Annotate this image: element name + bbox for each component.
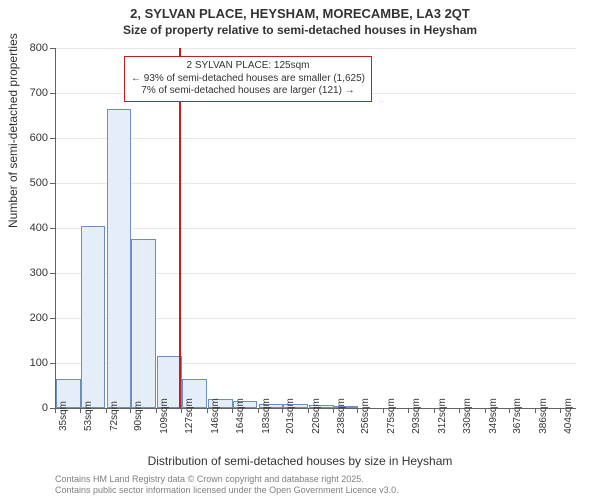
y-tick-label: 300 (0, 267, 48, 279)
x-tick-mark (535, 408, 536, 413)
x-tick-mark (258, 408, 259, 413)
y-tick-mark (50, 138, 55, 139)
x-tick-mark (459, 408, 460, 413)
x-tick-mark (80, 408, 81, 413)
footer-line: Contains public sector information licen… (55, 485, 399, 496)
chart-container: 2, SYLVAN PLACE, HEYSHAM, MORECAMBE, LA3… (0, 0, 600, 500)
gridline (56, 48, 576, 49)
y-tick-mark (50, 183, 55, 184)
x-tick-mark (207, 408, 208, 413)
x-tick-mark (282, 408, 283, 413)
histogram-bar (81, 226, 106, 408)
y-tick-mark (50, 318, 55, 319)
x-tick-mark (383, 408, 384, 413)
y-tick-label: 700 (0, 87, 48, 99)
callout-box: 2 SYLVAN PLACE: 125sqm ← 93% of semi-det… (124, 56, 372, 102)
y-tick-label: 600 (0, 132, 48, 144)
marker-line (179, 48, 181, 408)
callout-line: 2 SYLVAN PLACE: 125sqm (131, 60, 365, 73)
y-tick-mark (50, 93, 55, 94)
y-tick-label: 500 (0, 177, 48, 189)
x-tick-mark (232, 408, 233, 413)
x-tick-mark (434, 408, 435, 413)
y-tick-label: 800 (0, 42, 48, 54)
callout-line: 7% of semi-detached houses are larger (1… (131, 85, 365, 98)
y-tick-mark (50, 48, 55, 49)
x-tick-mark (357, 408, 358, 413)
footer-line: Contains HM Land Registry data © Crown c… (55, 474, 399, 485)
callout-line: ← 93% of semi-detached houses are smalle… (131, 73, 365, 86)
y-tick-label: 0 (0, 402, 48, 414)
y-tick-label: 100 (0, 357, 48, 369)
x-tick-mark (509, 408, 510, 413)
x-tick-mark (55, 408, 56, 413)
footer-text: Contains HM Land Registry data © Crown c… (55, 474, 399, 496)
gridline (56, 138, 576, 139)
x-axis-label: Distribution of semi-detached houses by … (0, 454, 600, 468)
x-tick-mark (485, 408, 486, 413)
x-tick-mark (308, 408, 309, 413)
chart-title-main: 2, SYLVAN PLACE, HEYSHAM, MORECAMBE, LA3… (0, 0, 600, 21)
x-tick-mark (130, 408, 131, 413)
histogram-bar (131, 239, 156, 408)
x-tick-mark (106, 408, 107, 413)
gridline (56, 228, 576, 229)
plot-area: 2 SYLVAN PLACE: 125sqm ← 93% of semi-det… (55, 48, 576, 409)
y-tick-mark (50, 273, 55, 274)
x-tick-label: 404sqm (563, 398, 600, 434)
y-tick-mark (50, 228, 55, 229)
gridline (56, 183, 576, 184)
x-tick-mark (181, 408, 182, 413)
chart-title-sub: Size of property relative to semi-detach… (0, 21, 600, 41)
x-tick-mark (156, 408, 157, 413)
histogram-bar (107, 109, 132, 408)
y-tick-label: 200 (0, 312, 48, 324)
x-tick-mark (333, 408, 334, 413)
x-tick-mark (408, 408, 409, 413)
y-tick-label: 400 (0, 222, 48, 234)
y-tick-mark (50, 363, 55, 364)
y-axis-label: Number of semi-detached properties (6, 33, 20, 228)
x-tick-mark (560, 408, 561, 413)
